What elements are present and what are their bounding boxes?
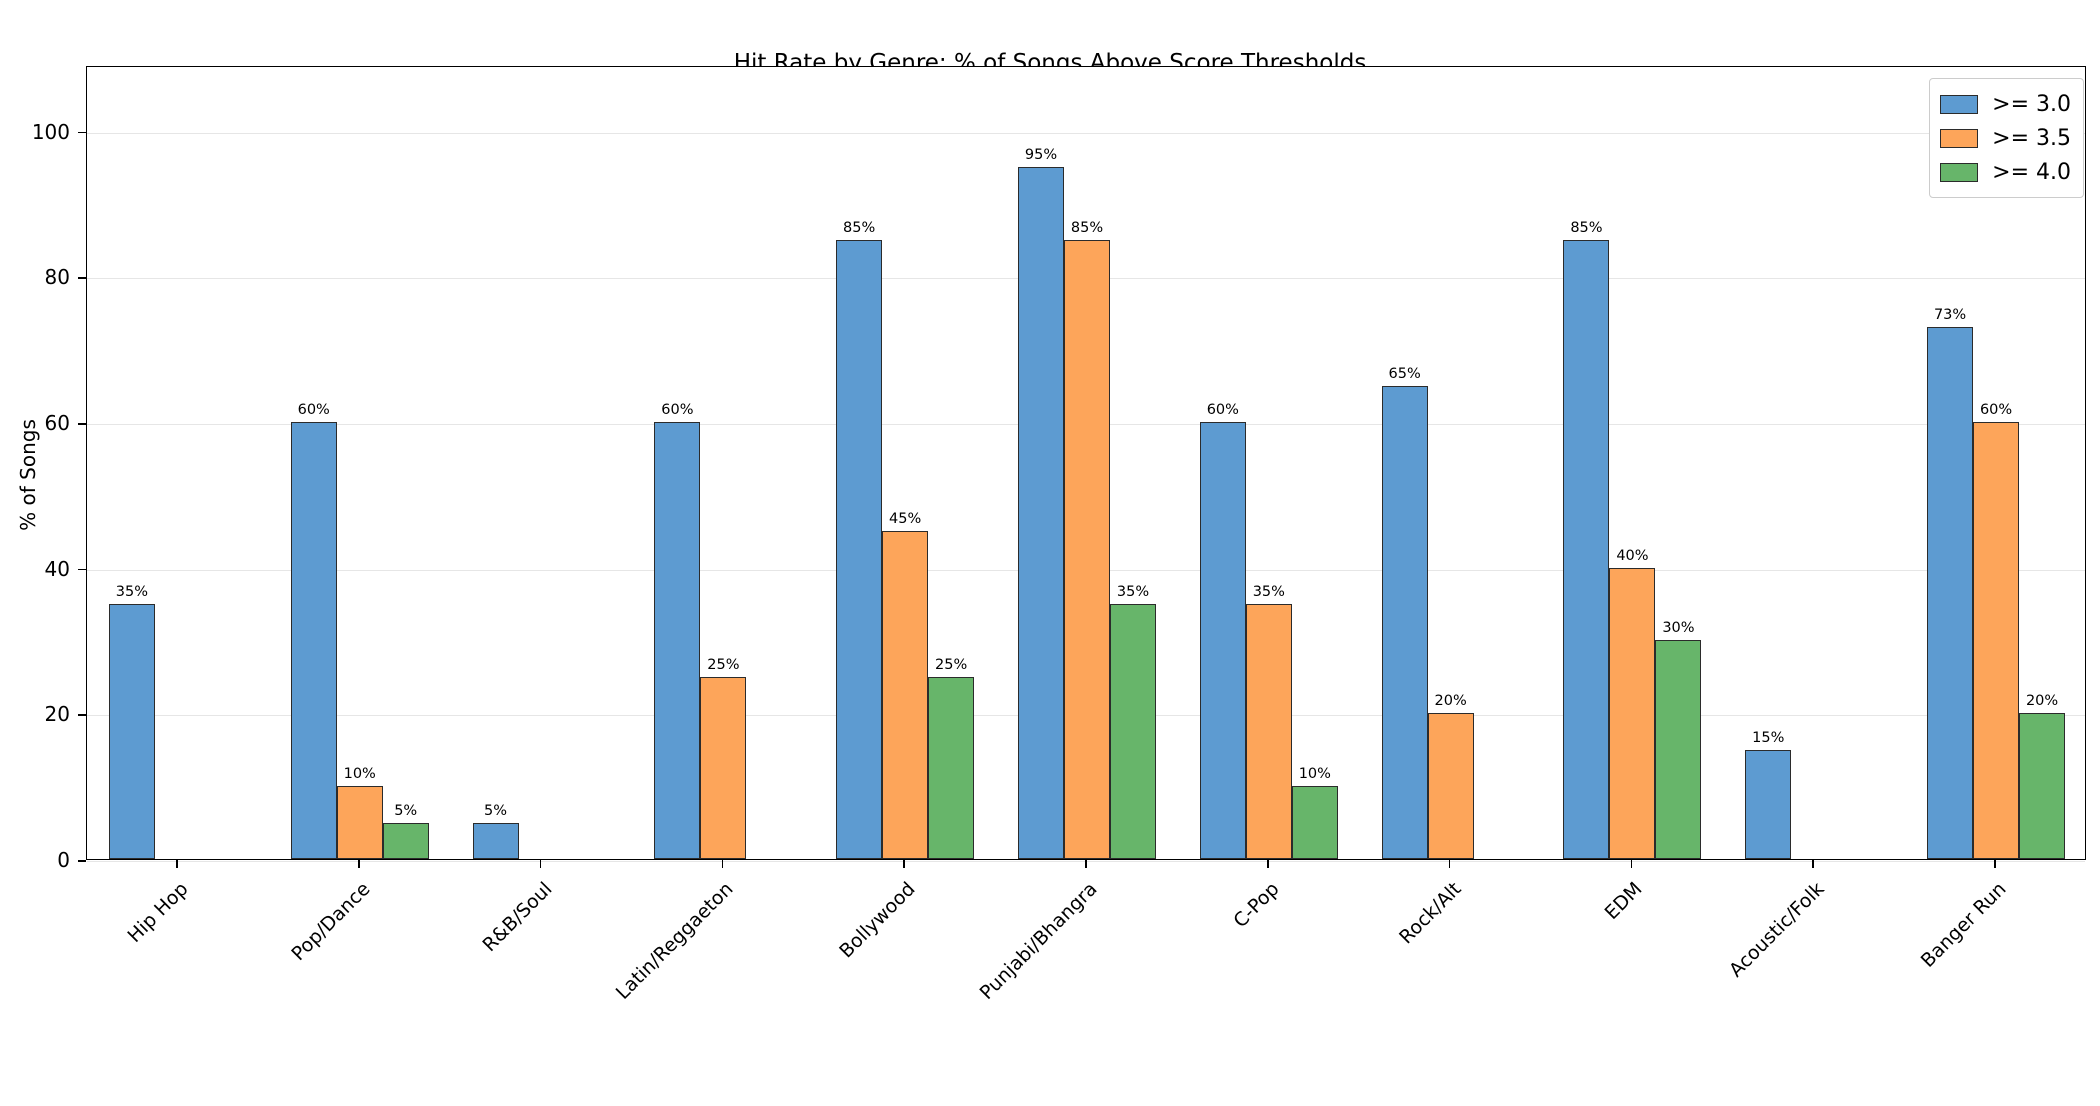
x-tick-mark xyxy=(539,860,542,868)
x-tick-label: EDM xyxy=(1601,878,1648,924)
bar[interactable] xyxy=(882,531,929,859)
bar-value-label: 60% xyxy=(297,401,330,418)
bar-value-label: 30% xyxy=(1662,620,1695,637)
y-tick-mark xyxy=(78,422,86,425)
bar-value-label: 25% xyxy=(707,656,740,673)
bar[interactable] xyxy=(1927,327,1974,859)
bar[interactable] xyxy=(1609,567,1656,859)
bar-value-label: 35% xyxy=(1252,584,1285,601)
y-tick-label: 20 xyxy=(44,702,70,727)
bar-value-label: 35% xyxy=(115,584,149,601)
bar[interactable] xyxy=(928,676,975,859)
legend-item[interactable]: >= 4.0 xyxy=(1940,155,2071,189)
y-tick-mark xyxy=(78,860,86,862)
bar-value-label: 85% xyxy=(1570,219,1603,236)
bar[interactable] xyxy=(1199,421,1246,859)
bar-value-label: 65% xyxy=(1388,365,1421,382)
x-tick-label: Banger Run xyxy=(1916,878,2011,972)
x-tick-mark xyxy=(721,860,724,868)
bar[interactable] xyxy=(700,676,747,859)
bar[interactable] xyxy=(1381,385,1428,859)
x-tick-label: Acoustic/Folk xyxy=(1725,878,1829,982)
bar-value-label: 25% xyxy=(935,656,968,673)
bar-value-label: 60% xyxy=(1206,401,1239,418)
x-tick-mark xyxy=(1085,860,1087,868)
y-tick-label: 0 xyxy=(57,848,70,872)
bar[interactable] xyxy=(654,421,701,859)
bar[interactable] xyxy=(108,604,155,859)
bar-value-label: 10% xyxy=(343,766,376,783)
x-tick-mark xyxy=(1448,860,1451,868)
bar[interactable] xyxy=(336,786,383,859)
x-tick-label: R&B/Soul xyxy=(477,878,557,957)
bar[interactable] xyxy=(382,822,429,859)
bar-value-label: 95% xyxy=(1024,146,1058,163)
bar-value-label: 60% xyxy=(1979,401,2013,418)
bar[interactable] xyxy=(1018,166,1064,859)
bar[interactable] xyxy=(1110,604,1156,859)
bar[interactable] xyxy=(1064,239,1110,859)
legend-swatch-icon xyxy=(1940,162,1979,182)
bar-value-label: 10% xyxy=(1298,766,1331,783)
gridline xyxy=(87,132,2085,134)
x-tick-label: Punjabi/Bhangra xyxy=(975,878,1102,1004)
bar-value-label: 35% xyxy=(1116,584,1150,601)
x-tick-mark xyxy=(357,860,360,868)
x-tick-mark xyxy=(176,860,178,868)
y-tick-label: 80 xyxy=(44,265,70,290)
x-tick-mark xyxy=(1812,860,1815,868)
bar-value-label: 85% xyxy=(1070,219,1104,236)
legend-label: >= 3.0 xyxy=(1992,91,2071,117)
x-tick-label: Latin/Reggaeton xyxy=(612,878,738,1004)
bar[interactable] xyxy=(1291,786,1338,859)
bar-value-label: 40% xyxy=(1616,547,1649,564)
bar[interactable] xyxy=(1745,749,1792,859)
bar-value-label: 20% xyxy=(2025,693,2059,710)
x-tick-label: Rock/Alt xyxy=(1394,878,1466,949)
legend-swatch-icon xyxy=(1940,128,1979,148)
y-tick-mark xyxy=(78,714,86,716)
legend-swatch-icon xyxy=(1940,94,1979,114)
bar-value-label: 5% xyxy=(484,802,508,819)
y-tick-mark xyxy=(78,277,86,279)
bar-value-label: 60% xyxy=(661,401,694,418)
plot-area: 35% 60% 5% 60% 85% 95% 60% 65% 85% 15% 73% 10% 25% 45… xyxy=(86,66,2086,862)
x-tick-label: Pop/Dance xyxy=(287,878,375,966)
bar[interactable] xyxy=(1563,239,1610,859)
bar[interactable] xyxy=(1655,640,1702,859)
bar[interactable] xyxy=(1245,604,1292,859)
legend-item[interactable]: >= 3.0 xyxy=(1940,87,2071,121)
x-tick-mark xyxy=(1630,860,1633,868)
bar[interactable] xyxy=(1973,421,2020,859)
x-tick-mark xyxy=(1994,860,1996,868)
legend-item[interactable]: >= 3.5 xyxy=(1940,121,2071,155)
bar[interactable] xyxy=(2019,713,2066,859)
legend-label: >= 3.5 xyxy=(1992,125,2071,151)
bar-value-label: 15% xyxy=(1752,729,1785,746)
x-tick-mark xyxy=(1267,860,1269,868)
x-tick-label: C-Pop xyxy=(1229,878,1284,933)
bar[interactable] xyxy=(472,822,519,859)
x-tick-mark xyxy=(903,860,905,868)
legend[interactable]: >= 3.0 >= 3.5 >= 4.0 xyxy=(1929,78,2084,198)
bar-value-label: 85% xyxy=(843,219,876,236)
bar[interactable] xyxy=(290,421,337,859)
legend-label: >= 4.0 xyxy=(1992,159,2071,185)
bar-value-label: 5% xyxy=(394,802,418,819)
x-tick-label: Bollywood xyxy=(835,878,920,963)
y-tick-mark xyxy=(78,568,86,571)
bar[interactable] xyxy=(1427,713,1474,859)
y-axis-title: % of Songs xyxy=(16,419,40,531)
bar-value-label: 45% xyxy=(889,511,922,528)
bar[interactable] xyxy=(836,239,883,859)
bar-value-label: 73% xyxy=(1933,307,1967,324)
bar-value-label: 20% xyxy=(1434,693,1467,710)
